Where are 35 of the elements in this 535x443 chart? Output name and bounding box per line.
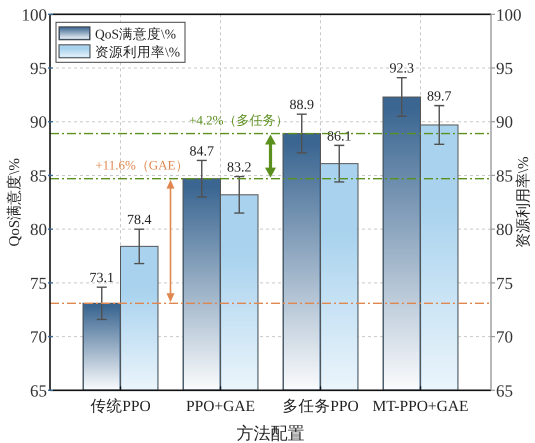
y2-tick-label: 85	[496, 166, 513, 186]
y-tick-label: 85	[30, 166, 47, 186]
data-label: 83.2	[227, 160, 252, 176]
x-tick-label: 多任务PPO	[282, 397, 359, 415]
data-label: 84.7	[190, 144, 214, 160]
y2-tick-label: 70	[496, 328, 513, 347]
y-axis-title: QoS满意度\%	[6, 158, 23, 246]
y2-tick-label: 65	[496, 381, 513, 400]
legend-label: 资源利用率\%	[95, 44, 180, 60]
x-tick-label: MT-PPO+GAE	[372, 398, 469, 415]
data-label: 92.3	[390, 62, 414, 77]
y-tick-label: 65	[30, 381, 47, 400]
data-label: 86.1	[327, 129, 352, 144]
y-tick-label: 95	[30, 59, 47, 78]
x-tick-label: 传统PPO	[90, 397, 151, 415]
y-tick-label: 90	[30, 112, 47, 132]
y2-tick-label: 90	[496, 112, 513, 132]
y2-tick-label: 95	[496, 59, 513, 78]
y2-tick-label: 100	[496, 5, 522, 24]
y-tick-label: 100	[22, 5, 47, 24]
y-tick-label: 70	[30, 328, 47, 347]
annotation: +4.2%（多任务）	[189, 112, 288, 128]
annotation: +11.6%（GAE）	[95, 158, 188, 173]
x-axis-title: 方法配置	[236, 424, 304, 443]
y-tick-label: 75	[30, 274, 47, 293]
x-tick-label: PPO+GAE	[186, 398, 256, 415]
y2-tick-label: 80	[496, 220, 513, 240]
data-label: 73.1	[90, 271, 114, 286]
data-label: 88.9	[290, 98, 314, 114]
y2-tick-label: 75	[496, 274, 513, 293]
data-label: 78.4	[127, 213, 152, 228]
legend-label: QoS满意度\%	[95, 26, 176, 42]
data-label: 89.7	[427, 90, 452, 105]
y2-axis-title: 资源利用率\%	[515, 156, 532, 248]
y-tick-label: 80	[30, 220, 47, 240]
